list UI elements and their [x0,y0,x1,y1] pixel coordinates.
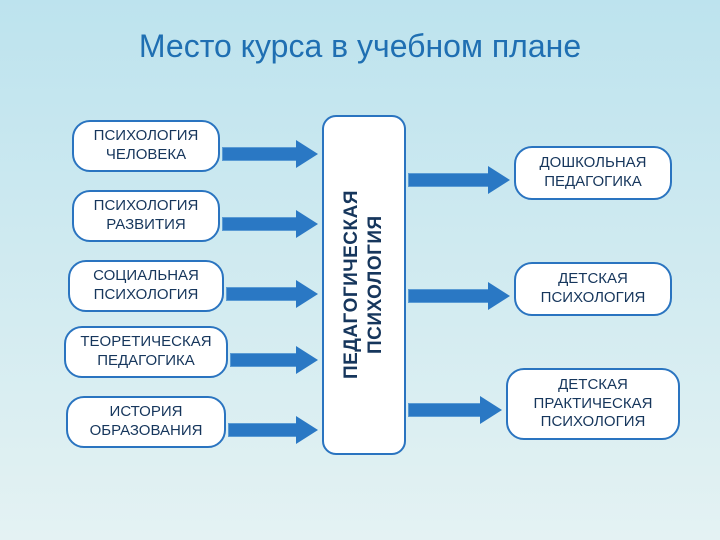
left-arrow-4 [228,416,318,444]
left-arrow-0 [222,140,318,168]
left-arrow-2 [226,280,318,308]
left-arrow-3 [230,346,318,374]
right-node-2: ДЕТСКАЯ ПРАКТИЧЕСКАЯ ПСИХОЛОГИЯ [506,368,680,440]
right-node-1: ДЕТСКАЯ ПСИХОЛОГИЯ [514,262,672,316]
left-arrow-1 [222,210,318,238]
right-arrow-0 [408,166,510,194]
slide-title: Место курса в учебном плане [0,28,720,65]
left-node-0: ПСИХОЛОГИЯ ЧЕЛОВЕКА [72,120,220,172]
right-arrow-1 [408,282,510,310]
left-node-1: ПСИХОЛОГИЯ РАЗВИТИЯ [72,190,220,242]
center-node: ПЕДАГОГИЧЕСКАЯ ПСИХОЛОГИЯ [322,115,406,455]
right-node-0: ДОШКОЛЬНАЯ ПЕДАГОГИКА [514,146,672,200]
left-node-2: СОЦИАЛЬНАЯ ПСИХОЛОГИЯ [68,260,224,312]
right-arrow-2 [408,396,502,424]
center-node-label: ПЕДАГОГИЧЕСКАЯ ПСИХОЛОГИЯ [340,190,388,379]
left-node-3: ТЕОРЕТИЧЕСКАЯ ПЕДАГОГИКА [64,326,228,378]
left-node-4: ИСТОРИЯ ОБРАЗОВАНИЯ [66,396,226,448]
